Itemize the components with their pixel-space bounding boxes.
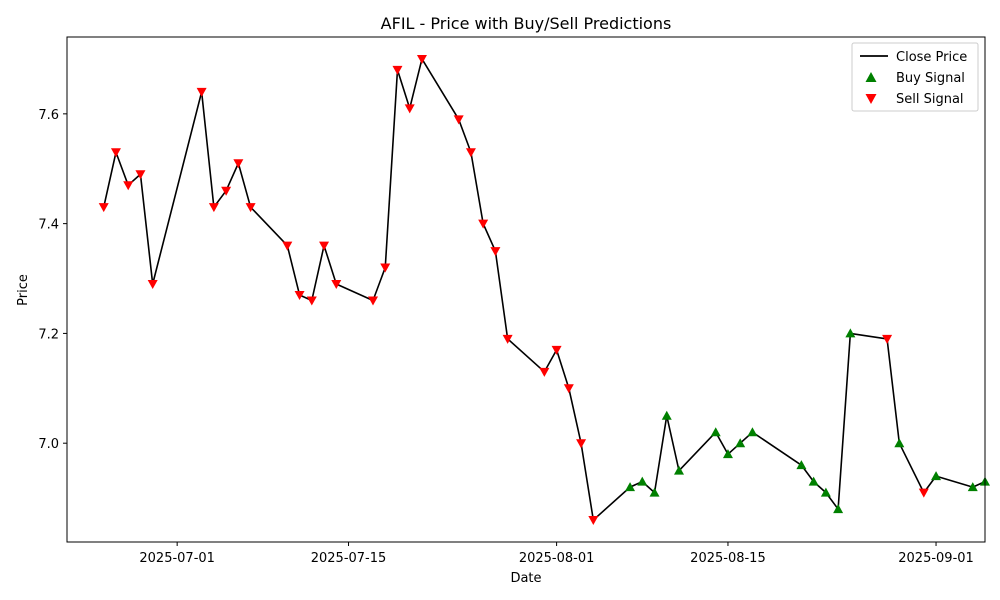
sell-signal-marker xyxy=(123,181,134,191)
sell-signal-marker xyxy=(245,203,256,213)
buy-signal-marker xyxy=(747,427,758,437)
sell-signal-marker xyxy=(282,241,293,251)
x-tick-label: 2025-07-01 xyxy=(139,551,215,566)
buy-signal-marker xyxy=(931,471,942,481)
buy-signal-marker xyxy=(894,438,905,448)
sell-signal-marker xyxy=(453,115,464,125)
x-tick-label: 2025-09-01 xyxy=(898,551,974,566)
x-tick-label: 2025-07-15 xyxy=(311,551,387,566)
sell-signal-marker xyxy=(588,516,599,526)
buy-signal-marker xyxy=(735,438,746,448)
axes-frame xyxy=(66,36,986,543)
sell-signal-marker xyxy=(918,488,929,498)
legend-box xyxy=(851,42,979,112)
sell-signal-marker xyxy=(98,203,109,213)
buy-signal-marker xyxy=(833,504,844,514)
y-tick-label: 7.6 xyxy=(38,108,59,123)
buy-signal-marker xyxy=(722,449,733,459)
sell-signal-marker xyxy=(490,247,501,257)
sell-signal-marker xyxy=(135,170,146,180)
buy-signal-marker xyxy=(661,410,672,420)
sell-signal-marker xyxy=(404,104,415,114)
sell-signal-marker xyxy=(882,334,893,344)
chart-title: AFIL - Price with Buy/Sell Predictions xyxy=(381,14,672,33)
sell-signal-marker xyxy=(147,280,158,290)
buy-signal-marker xyxy=(674,465,684,475)
sell-signal-marker xyxy=(416,54,427,64)
buy-signal-marker xyxy=(796,460,807,470)
legend-buy-signal: Buy Signal xyxy=(896,71,965,86)
sell-signal-marker xyxy=(563,384,574,394)
sell-signal-marker xyxy=(478,219,489,229)
x-axis: 2025-07-01 2025-07-15 2025-08-01 2025-08-15… xyxy=(139,542,974,566)
sell-signal-marker xyxy=(368,296,378,306)
x-tick-label: 2025-08-15 xyxy=(690,551,766,566)
sell-signal-marker xyxy=(306,296,317,306)
sell-signal-marker xyxy=(221,186,232,196)
sell-signal-marker xyxy=(319,241,330,251)
buy-signal-marker xyxy=(649,487,660,497)
y-tick-label: 7.0 xyxy=(38,437,59,452)
sell-signal-marker xyxy=(196,87,207,97)
buy-signal-marker xyxy=(845,328,856,338)
y-axis: 7.0 7.2 7.4 7.6 xyxy=(38,108,67,452)
sell-signal-marker xyxy=(392,65,403,75)
sell-signal-marker xyxy=(551,345,562,355)
sell-signal-marker xyxy=(331,280,342,290)
sell-signal-marker xyxy=(110,148,121,158)
legend-sell-signal: Sell Signal xyxy=(896,92,964,107)
sell-signal-marker xyxy=(233,159,244,169)
legend-sell-marker xyxy=(865,94,877,104)
sell-signal-marker xyxy=(502,334,513,344)
close-price-line xyxy=(102,58,986,521)
sell-signal-marker xyxy=(294,290,305,300)
y-axis-label: Price xyxy=(16,274,31,306)
buy-signal-marker xyxy=(637,476,648,486)
buy-signal-marker xyxy=(625,482,636,492)
buy-signal-marker xyxy=(967,482,978,492)
x-tick-label: 2025-08-01 xyxy=(519,551,595,566)
sell-signal-marker xyxy=(539,367,550,377)
legend-buy-marker xyxy=(865,72,877,82)
sell-signal-marker xyxy=(465,148,476,158)
buy-signal-marker xyxy=(820,487,831,497)
sell-signal-marker xyxy=(380,263,391,273)
y-tick-label: 7.4 xyxy=(38,218,59,233)
buy-signal-marker xyxy=(808,476,819,486)
x-axis-label: Date xyxy=(510,571,541,586)
buy-signal-marker xyxy=(710,427,721,437)
plot-area xyxy=(98,54,990,526)
sell-signal-marker xyxy=(208,203,219,213)
y-tick-label: 7.2 xyxy=(38,327,59,342)
legend: Close Price Buy Signal Sell Signal xyxy=(851,42,979,112)
legend-close-price: Close Price xyxy=(896,50,967,65)
sell-signal-marker xyxy=(576,439,587,449)
